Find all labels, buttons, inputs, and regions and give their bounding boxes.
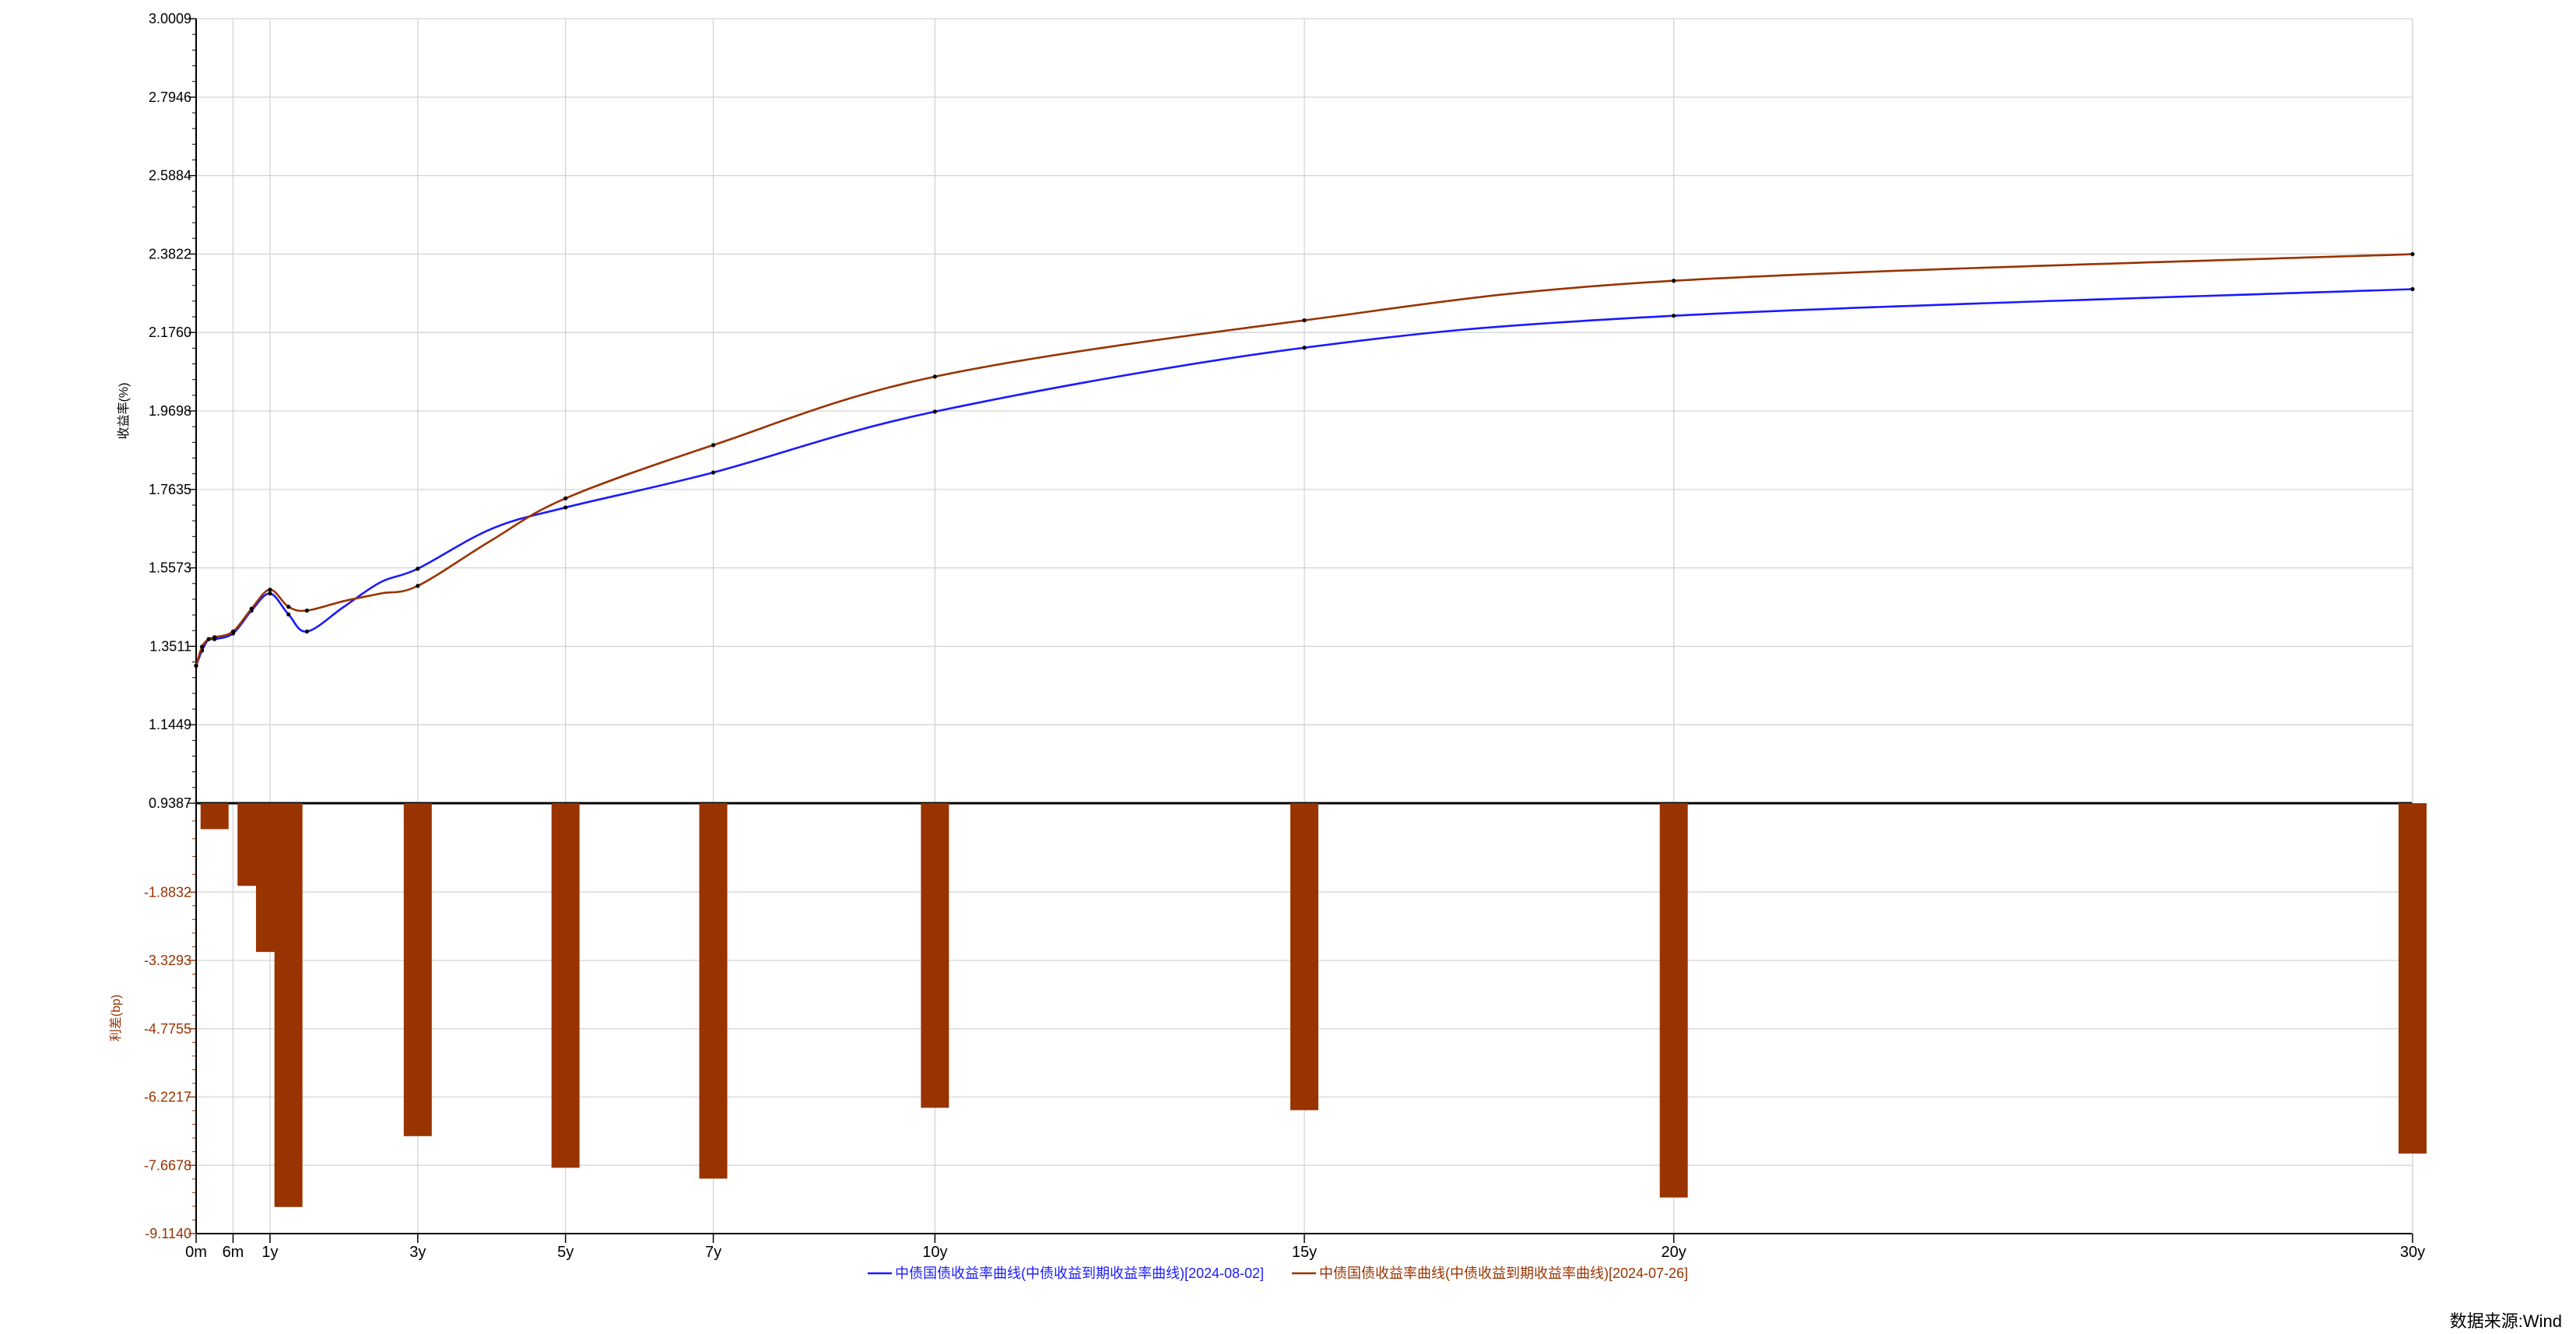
series-point: [286, 605, 291, 609]
series-point: [249, 606, 254, 611]
y-tick-label-bottom: -7.6678: [144, 1157, 191, 1173]
series-point: [2410, 286, 2415, 292]
y-tick-label-top: 2.5884: [149, 168, 191, 184]
bottom-axis-title: 利差(bp): [109, 995, 123, 1041]
series-point: [416, 567, 420, 571]
series-point: [268, 591, 272, 596]
series-point: [416, 584, 420, 588]
spread-bar: [921, 803, 949, 1108]
series-point: [2410, 251, 2415, 257]
series-line: [195, 253, 2413, 666]
legend-label: 中债国债收益率曲线(中债收益到期收益率曲线)[2024-08-02]: [895, 1266, 1264, 1281]
series-point: [304, 629, 309, 634]
series-point: [711, 470, 716, 475]
spread-bar: [274, 803, 303, 1207]
y-tick-label-bottom: -1.8832: [144, 884, 191, 900]
y-tick-label-top: 3.0009: [149, 11, 191, 26]
spread-bar: [200, 803, 229, 830]
legend: 中债国债收益率曲线(中债收益到期收益率曲线)[2024-08-02] 中债国债收益…: [868, 1266, 1688, 1281]
spread-bar: [1290, 803, 1318, 1111]
y-tick-label-top: 2.3822: [149, 246, 191, 262]
series-point: [563, 496, 568, 500]
series-point: [268, 588, 272, 592]
y-tick-label-top: 0.9387: [149, 795, 191, 811]
spread-bar: [403, 803, 432, 1136]
series-point: [304, 608, 309, 613]
x-tick-label: 5y: [557, 1244, 574, 1261]
x-tick-label: 0m: [185, 1244, 207, 1261]
series-point: [206, 637, 211, 641]
y-tick-label-bottom: -6.2217: [144, 1090, 191, 1105]
series-point: [230, 629, 236, 634]
series-point: [563, 505, 568, 510]
legend-label: 中债国债收益率曲线(中债收益到期收益率曲线)[2024-07-26]: [1319, 1266, 1688, 1281]
x-tick-label: 20y: [1662, 1244, 1686, 1261]
series-point: [1302, 346, 1307, 350]
y-tick-label-top: 1.9698: [149, 403, 191, 419]
series-point: [194, 663, 198, 668]
x-tick-label: 15y: [1292, 1244, 1317, 1261]
spread-bar: [2399, 803, 2427, 1154]
data-source-note: 数据来源:Wind: [2449, 1311, 2562, 1331]
y-tick-label-top: 2.7946: [149, 90, 191, 105]
x-tick-label: 3y: [409, 1244, 426, 1261]
series-point: [932, 374, 937, 379]
top-axis-title: 收益率(%): [117, 383, 131, 440]
y-tick-label-top: 1.5573: [149, 560, 191, 576]
y-tick-label-bottom: -4.7755: [144, 1021, 191, 1037]
x-tick-label: 7y: [705, 1244, 721, 1261]
x-tick-label: 30y: [2400, 1244, 2425, 1261]
spread-bars: [200, 803, 2427, 1207]
series-point: [1672, 279, 1676, 283]
series-point: [1672, 314, 1676, 318]
y-tick-label-top: 1.3511: [149, 638, 191, 654]
spread-bar: [1659, 803, 1688, 1198]
y-tick-label-bottom: -9.1140: [145, 1226, 191, 1241]
y-tick-label-top: 1.1449: [149, 717, 191, 732]
x-tick-label: 1y: [261, 1244, 278, 1261]
y-tick-label-top: 1.7635: [149, 482, 191, 497]
series-point: [286, 612, 291, 617]
x-tick-label: 10y: [922, 1244, 947, 1261]
series-point: [711, 443, 716, 448]
series-point: [1302, 318, 1307, 323]
spread-bar: [551, 803, 580, 1168]
y-tick-label-top: 2.1760: [149, 325, 191, 340]
series-line: [195, 288, 2413, 666]
series-point: [212, 635, 217, 640]
series-point: [199, 644, 205, 649]
x-tick-label: 6m: [223, 1244, 244, 1261]
y-tick-label-bottom: -3.3293: [144, 953, 191, 968]
series-point: [932, 409, 937, 414]
spread-bar: [699, 803, 728, 1179]
